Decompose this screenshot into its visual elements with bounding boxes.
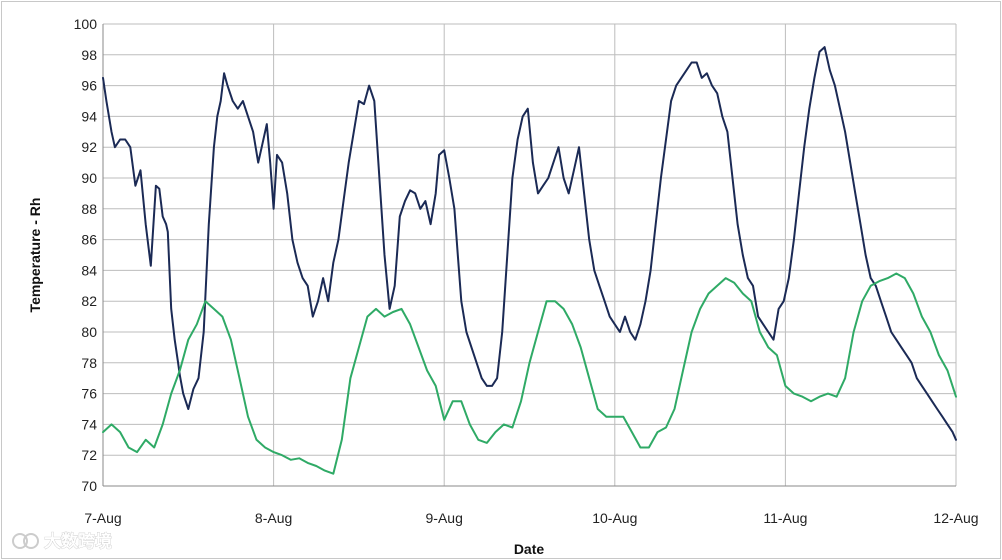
y-tick-label: 98 xyxy=(81,47,97,63)
x-tick-label: 9-Aug xyxy=(426,510,463,526)
y-axis-label: Temperature - Rh xyxy=(27,198,43,313)
y-tick-label: 100 xyxy=(74,16,98,32)
y-tick-label: 76 xyxy=(81,386,97,402)
y-tick-label: 82 xyxy=(81,293,97,309)
y-tick-label: 74 xyxy=(81,416,97,432)
y-tick-label: 80 xyxy=(81,324,97,340)
x-tick-label: 12-Aug xyxy=(933,510,978,526)
series-line-2 xyxy=(102,272,957,475)
y-tick-label: 88 xyxy=(81,201,97,217)
series-line-1 xyxy=(102,46,957,441)
series-lines xyxy=(102,46,957,475)
x-axis-label: Date xyxy=(514,541,545,557)
y-tick-labels: 70 72 74 76 78 80 82 84 86 88 90 92 94 96 98 100 xyxy=(74,16,98,494)
y-tick-label: 94 xyxy=(81,108,97,124)
y-tick-label: 92 xyxy=(81,139,97,155)
y-tick-label: 86 xyxy=(81,232,97,248)
x-tick-label: 8-Aug xyxy=(255,510,292,526)
y-tick-label: 84 xyxy=(81,262,97,278)
watermark-logo: 大数跨境 xyxy=(12,531,112,552)
x-tick-labels: 7-Aug 8-Aug 9-Aug 10-Aug 11-Aug 12-Aug xyxy=(84,510,978,526)
x-tick-label: 10-Aug xyxy=(592,510,637,526)
y-tick-label: 70 xyxy=(81,478,97,494)
y-tick-label: 72 xyxy=(81,447,97,463)
x-tick-label: 11-Aug xyxy=(763,510,807,526)
y-tick-label: 90 xyxy=(81,170,97,186)
y-tick-label: 96 xyxy=(81,78,97,94)
x-tick-label: 7-Aug xyxy=(84,510,121,526)
watermark-text: 大数跨境 xyxy=(44,531,112,552)
y-tick-label: 78 xyxy=(81,355,97,371)
